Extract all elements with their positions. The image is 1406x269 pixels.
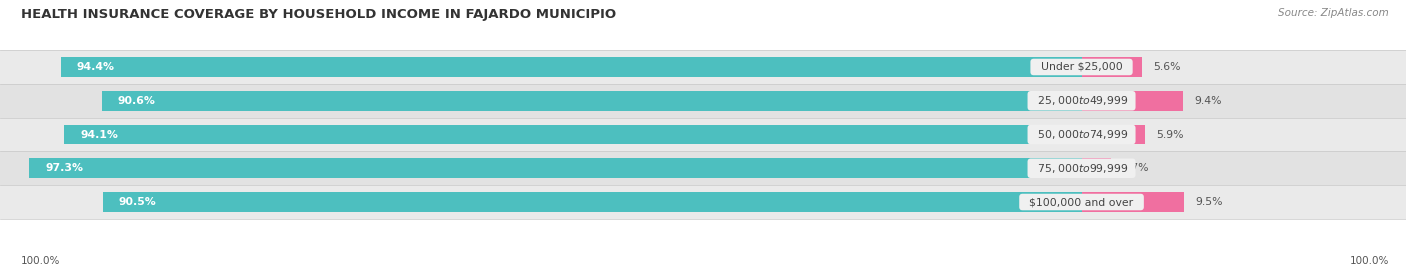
Text: $50,000 to $74,999: $50,000 to $74,999 [1031, 128, 1132, 141]
Text: 2.7%: 2.7% [1122, 163, 1149, 173]
Text: 100.0%: 100.0% [21, 256, 60, 266]
Text: 94.4%: 94.4% [77, 62, 115, 72]
Text: $25,000 to $49,999: $25,000 to $49,999 [1031, 94, 1132, 107]
Text: Source: ZipAtlas.com: Source: ZipAtlas.com [1278, 8, 1389, 18]
Bar [103, 192, 1081, 212]
Bar [0, 185, 1406, 219]
Text: 97.3%: 97.3% [45, 163, 83, 173]
Bar [1081, 192, 1184, 212]
Bar [1081, 158, 1111, 178]
Bar [0, 84, 1406, 118]
Bar [1081, 125, 1146, 144]
Bar [1081, 91, 1184, 111]
Text: $75,000 to $99,999: $75,000 to $99,999 [1031, 162, 1132, 175]
Bar [0, 118, 1406, 151]
Text: 90.5%: 90.5% [120, 197, 156, 207]
Bar [0, 50, 1406, 84]
Text: 90.6%: 90.6% [118, 96, 156, 106]
Bar [101, 91, 1081, 111]
Text: 9.4%: 9.4% [1194, 96, 1222, 106]
Text: 5.9%: 5.9% [1156, 129, 1184, 140]
Text: 5.6%: 5.6% [1153, 62, 1181, 72]
Text: 94.1%: 94.1% [80, 129, 118, 140]
Text: HEALTH INSURANCE COVERAGE BY HOUSEHOLD INCOME IN FAJARDO MUNICIPIO: HEALTH INSURANCE COVERAGE BY HOUSEHOLD I… [21, 8, 616, 21]
Text: 9.5%: 9.5% [1195, 197, 1223, 207]
Text: $100,000 and over: $100,000 and over [1022, 197, 1140, 207]
Bar [63, 125, 1081, 144]
Bar [30, 158, 1081, 178]
Text: 100.0%: 100.0% [1350, 256, 1389, 266]
Text: Under $25,000: Under $25,000 [1033, 62, 1129, 72]
Bar [0, 151, 1406, 185]
Bar [60, 57, 1081, 77]
Bar [1081, 57, 1142, 77]
